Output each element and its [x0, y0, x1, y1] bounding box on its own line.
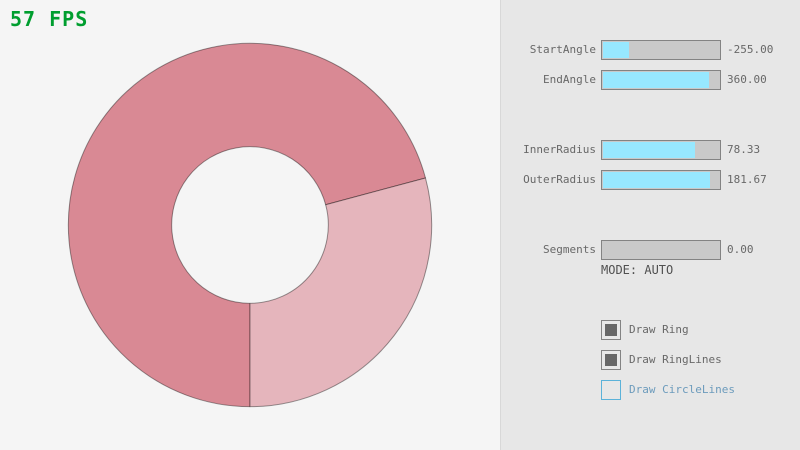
- slider-row-start-angle: StartAngle -255.00: [501, 40, 800, 60]
- draw-circlelines-checkbox[interactable]: [601, 380, 621, 400]
- inner-radius-label: InnerRadius: [523, 143, 596, 156]
- draw-ring-label: Draw Ring: [629, 323, 689, 336]
- slider-row-segments: Segments 0.00: [501, 240, 800, 260]
- start-angle-label: StartAngle: [529, 43, 596, 56]
- inner-radius-slider-fill: [603, 142, 696, 158]
- draw-circlelines-label: Draw CircleLines: [629, 383, 735, 396]
- end-angle-slider-fill: [603, 72, 710, 88]
- outer-radius-slider[interactable]: [601, 170, 721, 190]
- ring-drawing-canvas: [67, 42, 433, 408]
- start-angle-slider-fill: [603, 42, 629, 58]
- end-angle-label: EndAngle: [543, 73, 596, 86]
- inner-radius-slider[interactable]: [601, 140, 721, 160]
- outer-radius-label: OuterRadius: [523, 173, 596, 186]
- checkbox-row-draw-circlelines: Draw CircleLines: [501, 380, 800, 400]
- draw-ringlines-label: Draw RingLines: [629, 353, 722, 366]
- fps-counter: 57 FPS: [10, 7, 89, 31]
- draw-ring-checkbox[interactable]: [601, 320, 621, 340]
- outer-radius-value: 181.67: [727, 173, 767, 186]
- inner-radius-value: 78.33: [727, 143, 761, 156]
- draw-ringlines-checkbox[interactable]: [601, 350, 621, 370]
- segments-mode-text: MODE: AUTO: [601, 263, 674, 277]
- segments-slider[interactable]: [601, 240, 721, 260]
- draw-ring-checkmark: [605, 324, 617, 336]
- ring-segment-single-pass: [249, 177, 433, 408]
- ring-segment-double-pass: [67, 42, 427, 408]
- segments-label: Segments: [543, 243, 596, 256]
- outer-radius-slider-fill: [603, 172, 711, 188]
- start-angle-slider[interactable]: [601, 40, 721, 60]
- end-angle-value: 360.00: [727, 73, 767, 86]
- checkbox-row-draw-ringlines: Draw RingLines: [501, 350, 800, 370]
- start-angle-value: -255.00: [727, 43, 774, 56]
- slider-row-end-angle: EndAngle 360.00: [501, 70, 800, 90]
- end-angle-slider[interactable]: [601, 70, 721, 90]
- slider-row-inner-radius: InnerRadius 78.33: [501, 140, 800, 160]
- slider-row-outer-radius: OuterRadius 181.67: [501, 170, 800, 190]
- controls-panel: StartAngle -255.00 EndAngle 360.00 Inner…: [500, 0, 800, 450]
- segments-value: 0.00: [727, 243, 754, 256]
- draw-ringlines-checkmark: [605, 354, 617, 366]
- checkbox-row-draw-ring: Draw Ring: [501, 320, 800, 340]
